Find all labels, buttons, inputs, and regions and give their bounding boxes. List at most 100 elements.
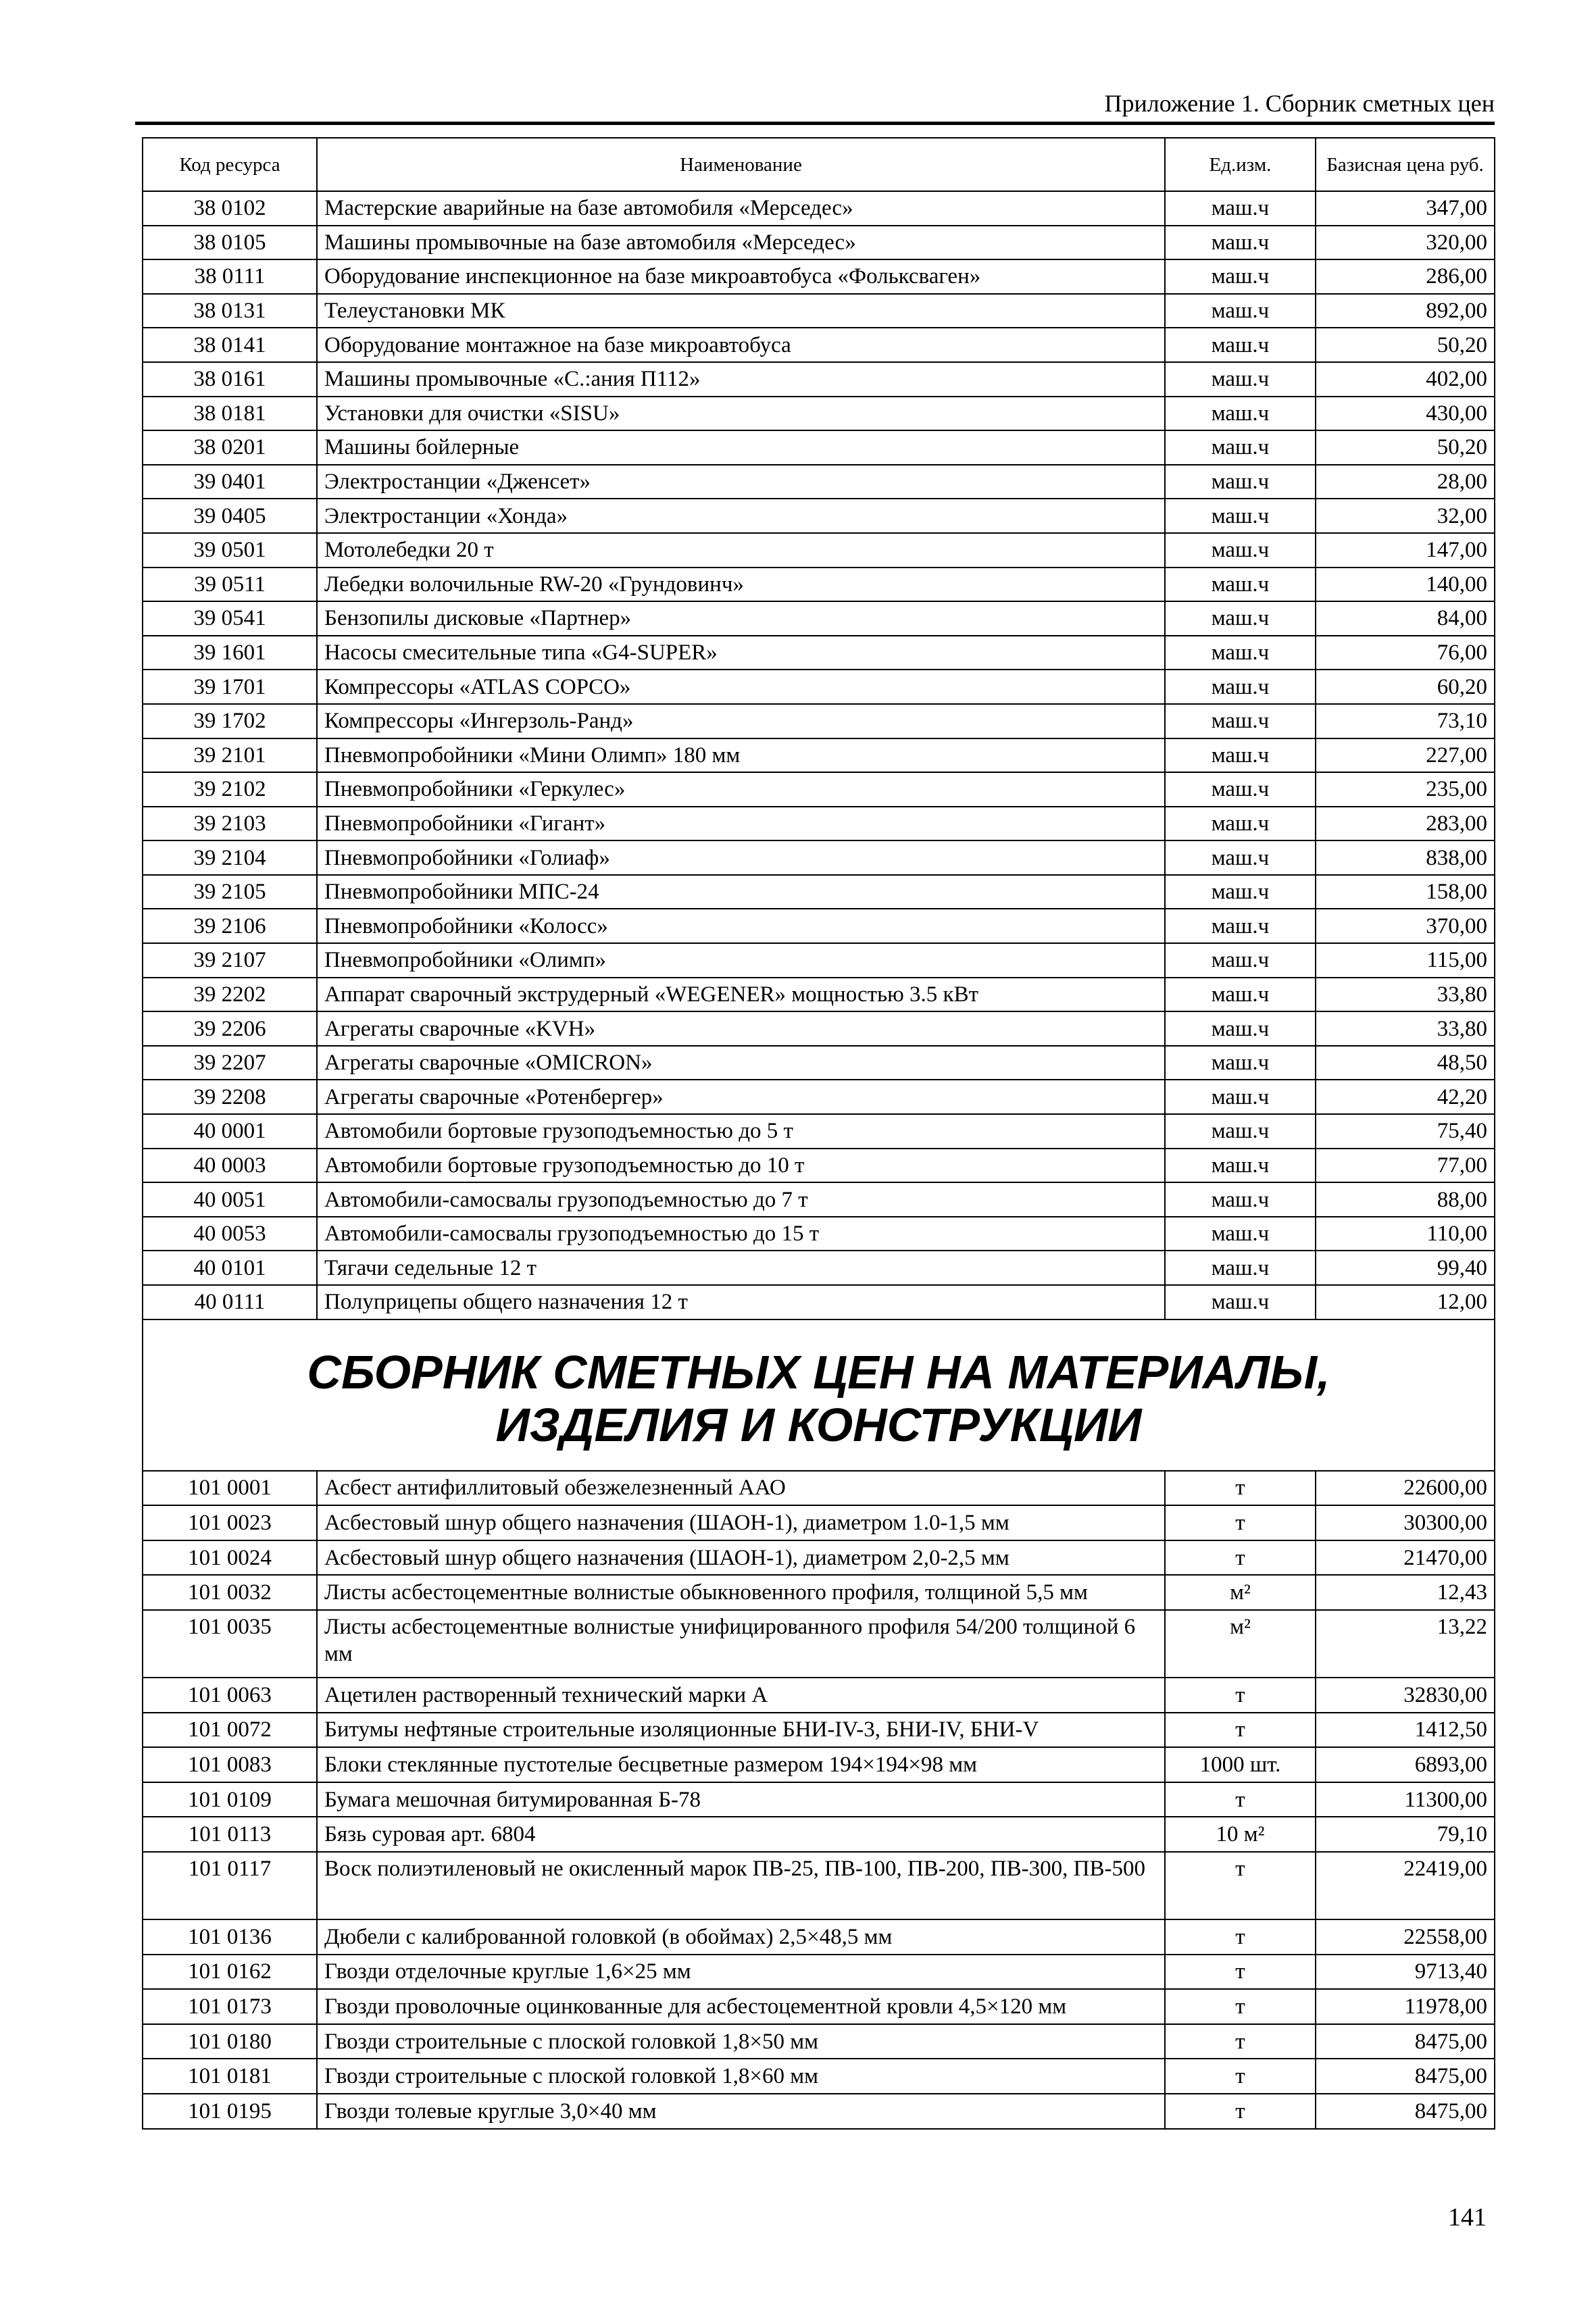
table-row: 101 0136 Дюбели с калиброванной головкой …: [142, 1918, 1495, 1955]
cell-price: 8475,00: [1315, 2023, 1495, 2060]
cell-unit: маш.ч: [1164, 908, 1316, 945]
cell-price: 13,22: [1315, 1609, 1495, 1678]
cell-price: 21470,00: [1315, 1539, 1495, 1576]
table-row: 39 2206 Агрегаты сварочные «KVH» маш.ч 33,8…: [142, 1011, 1495, 1047]
cell-code: 38 0161: [142, 361, 318, 397]
cell-unit: т: [1164, 2023, 1316, 2060]
cell-price: 22419,00: [1315, 1851, 1495, 1920]
cell-unit: т: [1164, 1505, 1316, 1541]
table-row: 38 0102 Мастерские аварийные на базе авто…: [142, 191, 1495, 226]
cell-price: 1412,50: [1315, 1711, 1495, 1749]
cell-price: 892,00: [1315, 293, 1495, 329]
cell-price: 286,00: [1315, 259, 1495, 295]
cell-price: 75,40: [1315, 1113, 1495, 1149]
cell-name: Листы асбестоцементные волнистые обыкнов…: [316, 1574, 1166, 1611]
cell-unit: маш.ч: [1164, 601, 1316, 636]
cell-unit: т: [1164, 1469, 1316, 1507]
cell-unit: маш.ч: [1164, 224, 1316, 261]
table-row: 38 0141 Оборудование монтажное на базе ми…: [142, 327, 1495, 363]
table-row: 39 1701 Компрессоры «ATLAS COPCO» маш.ч 60,…: [142, 669, 1495, 705]
cell-code: 39 0501: [142, 532, 318, 568]
cell-price: 88,00: [1315, 1182, 1495, 1217]
cell-unit: маш.ч: [1164, 703, 1316, 739]
cell-unit: маш.ч: [1164, 1113, 1316, 1149]
cell-unit: маш.ч: [1164, 395, 1316, 432]
cell-name: Гвозди проволочные оцинкованные для асбе…: [316, 1988, 1166, 2025]
cell-name: Гвозди толевые круглые 3,0×40 мм: [316, 2092, 1166, 2130]
cell-code: 40 0101: [142, 1250, 318, 1286]
machines-section: 38 0102 Мастерские аварийные на базе авто…: [142, 191, 1495, 1320]
cell-name: Пневмопробойники МПС-24: [316, 874, 1166, 910]
cell-unit: м²: [1164, 1609, 1316, 1678]
cell-price: 235,00: [1315, 772, 1495, 807]
cell-code: 39 1701: [142, 669, 318, 705]
cell-unit: маш.ч: [1164, 976, 1316, 1013]
cell-unit: маш.ч: [1164, 1147, 1316, 1184]
table-row: 101 0117 Воск полиэтиленовый не окисленны…: [142, 1851, 1495, 1920]
cell-price: 28,00: [1315, 463, 1495, 500]
cell-name: Оборудование инспекционное на базе микро…: [316, 259, 1166, 295]
table-row: 39 0405 Электростанции «Хонда» маш.ч 32,00: [142, 498, 1495, 534]
cell-code: 39 0405: [142, 498, 318, 534]
cell-price: 33,80: [1315, 976, 1495, 1013]
cell-price: 77,00: [1315, 1147, 1495, 1184]
cell-price: 402,00: [1315, 361, 1495, 397]
cell-code: 101 0024: [142, 1539, 318, 1576]
cell-price: 33,80: [1315, 1011, 1495, 1047]
cell-code: 101 0173: [142, 1988, 318, 2025]
table-row: 38 0161 Машины промывочные «С.:ания П112»…: [142, 361, 1495, 397]
cell-code: 101 0001: [142, 1469, 318, 1507]
cell-name: Машины промывочные «С.:ания П112»: [316, 361, 1166, 397]
cell-code: 40 0051: [142, 1182, 318, 1217]
table-row: 101 0035 Листы асбестоцементные волнистые…: [142, 1609, 1495, 1678]
cell-code: 40 0111: [142, 1284, 318, 1320]
table-row: 39 2105 Пневмопробойники МПС-24 маш.ч 158,0…: [142, 874, 1495, 910]
table-row: 39 2107 Пневмопробойники «Олимп» маш.ч 115,…: [142, 942, 1495, 978]
cell-price: 11978,00: [1315, 1988, 1495, 2025]
cell-price: 158,00: [1315, 874, 1495, 910]
cell-unit: маш.ч: [1164, 566, 1316, 603]
cell-name: Компрессоры «Ингерзоль-Ранд»: [316, 703, 1166, 739]
cell-name: Пневмопробойники «Олимп»: [316, 942, 1166, 978]
table-row: 40 0003 Автомобили бортовые грузоподъемно…: [142, 1147, 1495, 1184]
cell-price: 30300,00: [1315, 1505, 1495, 1541]
cell-name: Гвозди строительные с плоской головкой 1…: [316, 2058, 1166, 2094]
running-head: Приложение 1. Сборник сметных цен: [1104, 90, 1495, 117]
cell-code: 39 0401: [142, 463, 318, 500]
cell-price: 60,20: [1315, 669, 1495, 705]
cell-price: 370,00: [1315, 908, 1495, 945]
cell-unit: маш.ч: [1164, 669, 1316, 705]
cell-code: 39 0511: [142, 566, 318, 603]
cell-price: 838,00: [1315, 840, 1495, 876]
table-row: 39 1702 Компрессоры «Ингерзоль-Ранд» маш.ч…: [142, 703, 1495, 739]
cell-price: 6893,00: [1315, 1746, 1495, 1783]
table-header-row: Код ресурса Наименование Ед.изм. Базисна…: [142, 137, 1495, 192]
cell-code: 38 0131: [142, 293, 318, 329]
cell-unit: 1000 шт.: [1164, 1746, 1316, 1783]
table-row: 101 0195 Гвозди толевые круглые 3,0×40 мм…: [142, 2092, 1495, 2130]
table-row: 38 0131 Телеустановки МК маш.ч 892,00: [142, 293, 1495, 329]
table-row: 101 0072 Битумы нефтяные строительные изо…: [142, 1711, 1495, 1749]
cell-price: 50,20: [1315, 430, 1495, 466]
cell-unit: маш.ч: [1164, 1045, 1316, 1081]
cell-code: 38 0201: [142, 430, 318, 466]
cell-name: Агрегаты сварочные «KVH»: [316, 1011, 1166, 1047]
cell-price: 32,00: [1315, 498, 1495, 534]
cell-unit: т: [1164, 1988, 1316, 2025]
cell-name: Пневмопробойники «Мини Олимп» 180 мм: [316, 737, 1166, 774]
table-row: 39 2207 Агрегаты сварочные «OMICRON» маш.ч…: [142, 1045, 1495, 1081]
cell-price: 22558,00: [1315, 1918, 1495, 1955]
cell-name: Бумага мешочная битумированная Б-78: [316, 1781, 1166, 1818]
cell-name: Автомобили бортовые грузоподъемностью до…: [316, 1147, 1166, 1184]
table-row: 40 0051 Автомобили-самосвалы грузоподъемн…: [142, 1182, 1495, 1217]
cell-unit: маш.ч: [1164, 1079, 1316, 1115]
table-row: 38 0105 Машины промывочные на базе автомо…: [142, 224, 1495, 261]
table-row: 38 0181 Установки для очистки «SISU» маш.ч…: [142, 395, 1495, 432]
cell-unit: маш.ч: [1164, 463, 1316, 500]
cell-code: 101 0195: [142, 2092, 318, 2130]
cell-code: 38 0141: [142, 327, 318, 363]
table-row: 101 0063 Ацетилен растворенный технически…: [142, 1676, 1495, 1713]
cell-price: 12,43: [1315, 1574, 1495, 1611]
cell-unit: маш.ч: [1164, 1284, 1316, 1320]
cell-code: 101 0032: [142, 1574, 318, 1611]
